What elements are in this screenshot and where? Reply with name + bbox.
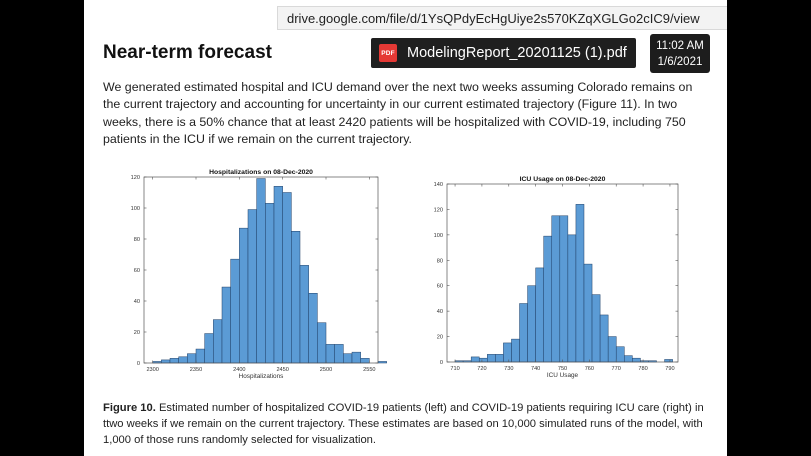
y-tick-label: 0 [137, 361, 140, 367]
y-tick-label: 80 [437, 258, 443, 264]
histogram-bar [511, 338, 520, 363]
x-tick-label: 2450 [276, 367, 288, 373]
y-tick-label: 100 [434, 233, 443, 239]
histogram-bar [519, 303, 528, 363]
y-tick-label: 40 [437, 309, 443, 315]
histogram-bar [607, 336, 617, 363]
url-text: drive.google.com/file/d/1YsQPdyEcHgUiye2… [287, 10, 700, 26]
y-tick-label: 140 [434, 182, 443, 188]
x-tick-label: 750 [558, 366, 567, 372]
histogram-bar [664, 359, 673, 363]
x-tick-label: 780 [638, 366, 647, 372]
x-tick-label: 2400 [233, 367, 245, 373]
histogram-bar [591, 294, 601, 363]
icu-usage-histogram: 710 720 730 740 750 760 770 780 790 0 20 40 60 80 100 1… [434, 176, 679, 379]
system-clock[interactable]: 11:02 AM 1/6/2021 [650, 34, 710, 73]
histogram-bar [487, 354, 496, 363]
histogram-bar [527, 285, 536, 363]
histogram-bar [551, 215, 561, 363]
histogram-bar [535, 267, 544, 363]
x-tick-label: 720 [477, 366, 486, 372]
y-tick-label: 20 [134, 330, 140, 336]
histogram-bar [615, 346, 625, 363]
body-paragraph: We generated estimated hospital and ICU … [103, 80, 693, 147]
x-tick-label: 740 [531, 366, 540, 372]
histogram-bar [543, 235, 553, 363]
clock-date: 1/6/2021 [657, 55, 703, 68]
caption-label: Figure 10. [103, 402, 156, 414]
x-axis-label: Hospitalizations [239, 373, 284, 380]
x-tick-label: 760 [585, 366, 594, 372]
histogram-bar [559, 215, 569, 363]
y-tick-label: 80 [134, 237, 140, 243]
histogram-bar [575, 204, 585, 363]
pdf-file-chip[interactable]: PDF ModelingReport_20201125 (1).pdf [371, 38, 636, 68]
pdf-page: drive.google.com/file/d/1YsQPdyEcHgUiye2… [84, 0, 727, 456]
chart-title: Hospitalizations on 08-Dec-2020 [209, 169, 313, 176]
x-tick-label: 2350 [190, 367, 202, 373]
address-bar[interactable]: drive.google.com/file/d/1YsQPdyEcHgUiye2… [277, 6, 727, 30]
x-tick-label: 2300 [146, 367, 158, 373]
section-heading: Near-term forecast [103, 42, 272, 63]
x-tick-label: 2550 [363, 367, 375, 373]
y-tick-label: 60 [134, 268, 140, 274]
histogram-bar [470, 356, 480, 363]
x-tick-label: 710 [450, 366, 459, 372]
x-tick-label: 770 [612, 366, 621, 372]
histogram-bar [503, 342, 512, 363]
chart-title: ICU Usage on 08-Dec-2020 [520, 176, 606, 183]
histogram-bar [632, 357, 641, 363]
hospitalizations-histogram: 2300 2350 2400 2450 2500 2550 0 20 40 60 80 100 120 H… [131, 169, 387, 380]
histogram-bar [495, 354, 504, 363]
histogram-bar [567, 234, 577, 363]
caption-text: Estimated number of hospitalized COVID-1… [103, 402, 704, 446]
y-tick-label: 20 [437, 335, 443, 341]
y-tick-label: 60 [437, 284, 443, 290]
histogram-bar [599, 314, 609, 363]
y-tick-label: 100 [131, 206, 140, 212]
y-tick-label: 120 [131, 175, 140, 181]
y-tick-label: 120 [434, 207, 443, 213]
pdf-file-name: ModelingReport_20201125 (1).pdf [407, 45, 627, 61]
figure-caption: Figure 10. Estimated number of hospitali… [103, 400, 708, 448]
x-tick-label: 2500 [320, 367, 332, 373]
y-tick-label: 0 [440, 360, 443, 366]
pdf-file-icon: PDF [379, 44, 397, 62]
x-tick-label: 730 [504, 366, 513, 372]
histogram-bar [478, 357, 488, 363]
x-tick-label: 790 [665, 366, 674, 372]
clock-time: 11:02 AM [656, 39, 704, 52]
y-tick-label: 40 [134, 299, 140, 305]
histogram-bar [624, 355, 633, 363]
histogram-bar [583, 263, 593, 363]
x-axis-label: ICU Usage [547, 372, 579, 379]
